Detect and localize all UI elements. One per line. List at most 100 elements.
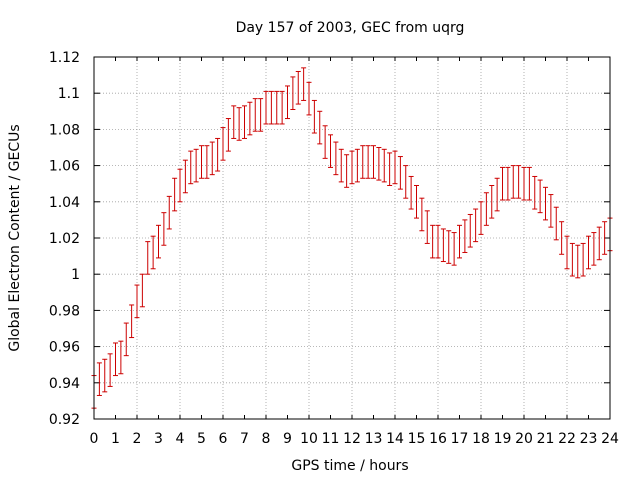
error-bar-point [494, 177, 500, 212]
error-bar-point [285, 85, 290, 120]
error-bar-point [483, 192, 489, 226]
error-bar-point [457, 224, 462, 259]
error-bar-point [489, 185, 495, 219]
error-bar-point [553, 206, 559, 241]
x-tick-label: 2 [133, 431, 142, 447]
error-bar-point [505, 166, 511, 201]
x-tick-label: 15 [408, 431, 426, 447]
error-bar-point [462, 219, 468, 253]
error-bar-point [279, 90, 285, 125]
error-bar-point [403, 165, 409, 199]
error-bar-point [268, 90, 274, 125]
error-bar-point [537, 179, 543, 214]
x-tick-label: 4 [176, 431, 185, 447]
error-bar-point [360, 145, 366, 179]
error-bar-point [586, 235, 591, 270]
error-bar-point [516, 165, 522, 199]
error-bar-point [365, 145, 371, 179]
x-tick-label: 11 [322, 431, 340, 447]
x-tick-label: 8 [262, 431, 271, 447]
x-tick-label: 14 [386, 431, 404, 447]
error-bar-point [510, 165, 516, 199]
error-bar-point [564, 235, 570, 270]
error-bar-point [575, 244, 581, 279]
error-bar-point [306, 81, 312, 116]
error-bar-point [328, 134, 333, 168]
error-bar-point [172, 177, 178, 212]
error-bar-point [602, 221, 608, 255]
error-bar-point [419, 197, 425, 232]
error-bar-point [290, 76, 296, 110]
error-bar-point [145, 241, 151, 275]
error-bar-point [295, 70, 301, 105]
error-bar-point [231, 105, 237, 139]
x-tick-label: 24 [601, 431, 619, 447]
y-axis-ticks: 0.92 0.94 0.96 0.98 1 1.02 1.04 1.06 1.08 1.1 1.12 [49, 50, 610, 428]
error-bar-point [559, 221, 565, 255]
error-bar-point [118, 340, 124, 375]
error-bar-point [134, 284, 140, 319]
error-bar-point [381, 148, 387, 183]
error-bar-point [311, 99, 317, 134]
error-bar-point [397, 156, 403, 190]
x-tick-label: 5 [197, 431, 206, 447]
y-tick-label: 1.1 [58, 86, 80, 102]
error-bar-point [96, 362, 102, 396]
error-bar-point [526, 166, 532, 201]
error-bar-point [424, 210, 430, 244]
plot-frame [93, 56, 611, 420]
error-bar-point [387, 152, 393, 187]
error-bar-point [193, 148, 199, 183]
x-tick-label: 20 [515, 431, 533, 447]
chart-title: Day 157 of 2003, GEC from uqrg [236, 20, 465, 36]
error-bar-point [349, 150, 355, 185]
x-tick-label: 19 [494, 431, 512, 447]
y-tick-label: 1.08 [49, 122, 80, 138]
error-bar-point [225, 118, 231, 152]
error-bar-point [440, 228, 446, 263]
x-tick-label: 0 [90, 431, 99, 447]
error-bar-point [204, 145, 210, 179]
error-bar-point [263, 90, 269, 125]
error-bar-point [156, 224, 161, 259]
error-bar-point [113, 342, 118, 377]
y-tick-label: 1 [71, 267, 80, 283]
error-bar-point [150, 235, 156, 270]
y-tick-label: 0.96 [49, 340, 80, 356]
y-tick-label: 1.12 [49, 50, 80, 66]
x-axis-label: GPS time / hours [291, 458, 408, 474]
error-bar-point [199, 145, 204, 179]
error-bar-point [451, 232, 457, 266]
error-bar-point [333, 141, 339, 176]
error-bar-point [591, 232, 597, 266]
x-tick-label: 1 [111, 431, 120, 447]
error-bar-point [317, 110, 323, 145]
error-bar-point [500, 166, 505, 201]
y-tick-label: 1.02 [49, 231, 80, 247]
error-bar-point [161, 212, 167, 246]
error-bar-point [392, 150, 398, 185]
x-tick-label: 16 [429, 431, 447, 447]
x-tick-label: 10 [300, 431, 318, 447]
error-bar-point [338, 148, 344, 183]
x-tick-label: 18 [472, 431, 490, 447]
error-bar-point [446, 230, 452, 264]
grid-lines [94, 57, 610, 419]
error-bar-point [521, 166, 527, 201]
error-bar-point [274, 90, 280, 125]
error-bar-point [220, 127, 226, 161]
error-bar-point [435, 224, 441, 259]
y-axis-label: Global Electron Content / GECUs [7, 124, 23, 351]
x-tick-label: 22 [558, 431, 576, 447]
error-bar-point [596, 226, 602, 261]
error-bar-point [247, 101, 253, 136]
error-bar-point [478, 201, 484, 235]
y-tick-label: 0.94 [49, 376, 80, 392]
error-bar-point [301, 67, 307, 101]
error-bar-point [215, 137, 221, 172]
error-bar-point [182, 159, 188, 194]
error-bar-point [242, 105, 247, 139]
error-bar-point [467, 213, 473, 248]
error-bar-point [123, 322, 129, 357]
